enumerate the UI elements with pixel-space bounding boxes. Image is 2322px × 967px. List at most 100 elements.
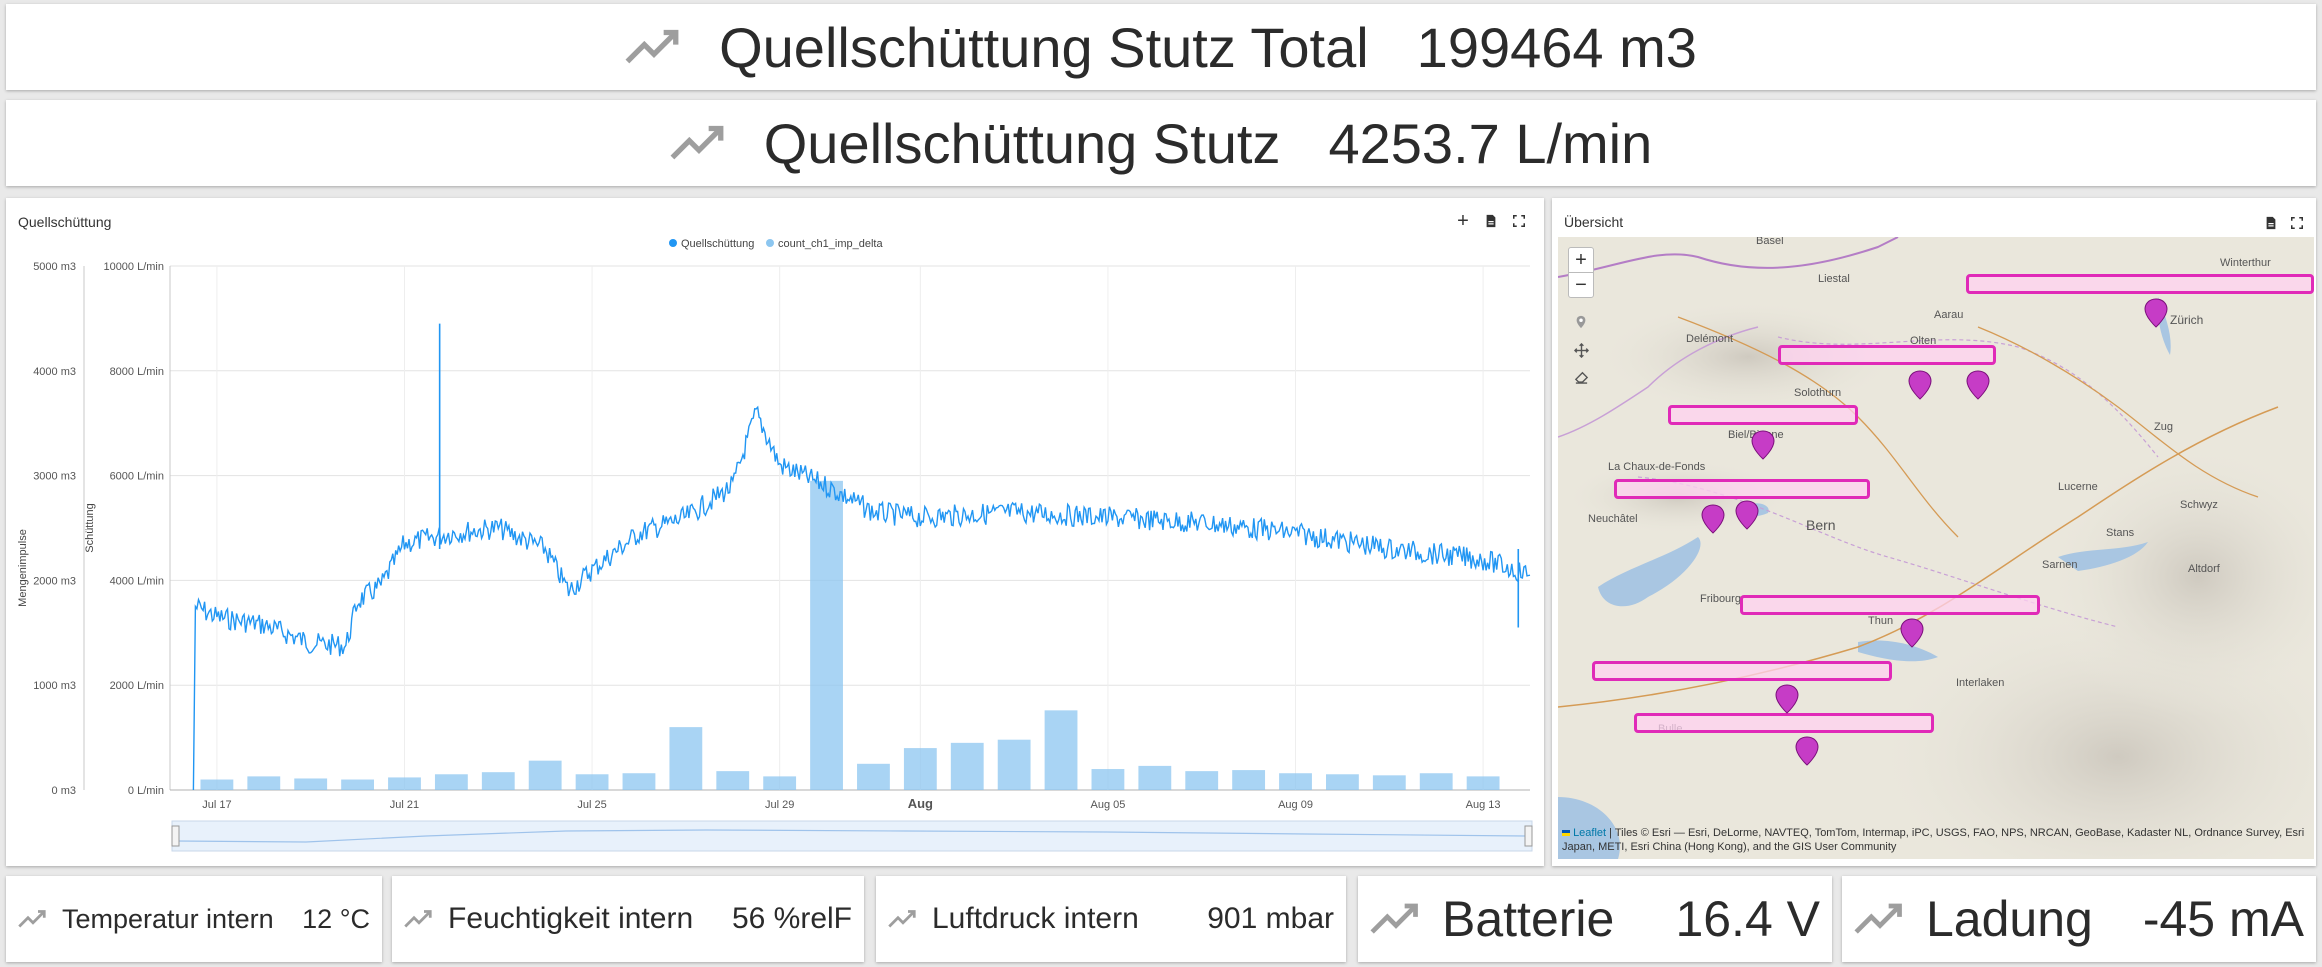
- city-label: Interlaken: [1956, 677, 2005, 689]
- legend-label-imp-delta[interactable]: count_ch1_imp_delta: [778, 238, 883, 250]
- export-icon[interactable]: [2262, 214, 2280, 232]
- x-tick-label: Jul 25: [577, 799, 606, 811]
- chart-panel-title: Quellschüttung: [18, 214, 112, 230]
- fullscreen-icon[interactable]: [2288, 214, 2306, 232]
- legend-marker-quellschuettung: [669, 239, 677, 247]
- y-tick-label-left: 1000 m3: [33, 680, 76, 692]
- city-label: Basel: [1756, 237, 1784, 247]
- stat-label: Batterie: [1442, 891, 1615, 947]
- city-label: Olten: [1910, 335, 1937, 347]
- flow-chart[interactable]: Quellschüttung count_ch1_imp_delta Menge…: [6, 198, 1544, 866]
- city-label: Sarnen: [2042, 559, 2078, 571]
- y-tick-label-right: 4000 L/min: [110, 575, 164, 587]
- bar-mark: [481, 772, 515, 790]
- navigator-handle-right[interactable]: [1524, 825, 1533, 847]
- bar-mark: [1091, 769, 1125, 790]
- bar-mark: [1326, 774, 1359, 790]
- bar-mark: [950, 742, 984, 790]
- station-label: [1592, 661, 1892, 681]
- x-tick-label: Jul 29: [765, 799, 794, 811]
- stat-card-total: Quellschüttung Stutz Total 199464 m3: [6, 4, 2316, 90]
- trending-up-icon: [625, 29, 679, 64]
- add-icon[interactable]: +: [1457, 209, 1469, 232]
- leaflet-link[interactable]: Leaflet: [1573, 827, 1607, 839]
- city-label: Fribourg: [1700, 593, 1741, 605]
- bar-mark: [247, 776, 281, 790]
- bar-mark: [1419, 773, 1453, 790]
- city-label: Liestal: [1818, 273, 1850, 285]
- bar-mark: [716, 771, 750, 790]
- chart-legend[interactable]: Quellschüttung count_ch1_imp_delta: [669, 238, 883, 250]
- x-tick-label: Aug 09: [1278, 799, 1313, 811]
- stat-value: 56 %relF: [731, 902, 852, 935]
- bar-mark: [434, 774, 468, 790]
- map-panel-title: Übersicht: [1564, 214, 1624, 230]
- eraser-icon[interactable]: [1568, 363, 1594, 389]
- right-axis-title: Schüttung: [84, 503, 96, 553]
- move-icon[interactable]: [1568, 337, 1594, 363]
- station-label: [1614, 479, 1870, 499]
- stat-label: Feuchtigkeit intern: [448, 902, 694, 935]
- stat-card-humidity: Feuchtigkeit intern 56 %relF: [392, 876, 864, 962]
- stat-label: Luftdruck intern: [932, 902, 1139, 935]
- y-tick-label-left: 4000 m3: [33, 366, 76, 378]
- city-label: La Chaux-de-Fonds: [1608, 461, 1706, 473]
- bar-mark: [1185, 771, 1219, 790]
- station-label: [1668, 405, 1858, 425]
- bar-mark: [669, 727, 703, 790]
- export-icon[interactable]: [1482, 212, 1500, 230]
- bar-mark: [622, 773, 656, 790]
- bar-mark: [575, 774, 609, 790]
- navigator-handle-left[interactable]: [171, 825, 180, 847]
- city-label: Thun: [1868, 615, 1894, 627]
- stat-label: Quellschüttung Stutz Total: [719, 15, 1369, 79]
- trending-up-icon: [18, 910, 46, 928]
- fullscreen-icon[interactable]: [1510, 212, 1528, 230]
- zoom-out-button[interactable]: −: [1568, 272, 1594, 298]
- stat-card-pressure: Luftdruck intern 901 mbar: [876, 876, 1346, 962]
- city-label: Zug: [2154, 421, 2173, 433]
- bar-mark: [528, 760, 562, 790]
- range-navigator[interactable]: [171, 820, 1533, 852]
- y-tick-label-left: 3000 m3: [33, 471, 76, 483]
- right-axis-ticks: 0 L/min 2000 L/min 4000 L/min 6000 L/min 800…: [103, 261, 164, 797]
- station-label: [1740, 595, 2040, 615]
- map-canvas[interactable]: Basel Liestal Aarau Zürich Winterthur De…: [1558, 237, 2314, 859]
- legend-label-quellschuettung[interactable]: Quellschüttung: [681, 238, 754, 250]
- trending-up-icon: [670, 125, 724, 160]
- bar-mark: [1232, 770, 1266, 790]
- city-label: Stans: [2106, 527, 2135, 539]
- bar-mark: [1372, 775, 1406, 790]
- city-label: Aarau: [1934, 309, 1964, 321]
- trending-up-icon: [1370, 903, 1418, 934]
- y-tick-label-right: 6000 L/min: [110, 471, 164, 483]
- location-pin-icon[interactable]: [1568, 309, 1594, 335]
- bar-mark: [1279, 773, 1312, 790]
- left-axis-title: Mengenimpulse: [17, 529, 29, 607]
- x-axis-ticks: Jul 17 Jul 21 Jul 25 Jul 29 Aug Aug 05 Aug 09 A…: [202, 796, 1500, 811]
- x-tick-label: Aug: [908, 796, 933, 811]
- zoom-in-button[interactable]: +: [1568, 247, 1594, 273]
- trending-up-icon: [888, 910, 916, 928]
- bar-mark: [341, 779, 374, 790]
- stat-card-charge: Ladung -45 mA: [1842, 876, 2316, 962]
- stat-card-temperature: Temperatur intern 12 °C: [6, 876, 382, 962]
- bar-mark: [1466, 776, 1500, 790]
- x-tick-label: Jul 21: [390, 799, 419, 811]
- bar-series: [200, 480, 1500, 790]
- y-tick-label-right: 8000 L/min: [110, 366, 164, 378]
- stat-value: 199464 m3: [1416, 15, 1697, 79]
- station-label: [1634, 713, 1934, 733]
- bar-mark: [903, 748, 937, 790]
- stat-value: 12 °C: [302, 903, 370, 934]
- trending-up-icon: [404, 910, 432, 928]
- bar-mark: [1138, 765, 1172, 790]
- station-label: [1778, 345, 1996, 365]
- stat-value: -45 mA: [2142, 891, 2304, 947]
- stat-value: 4253.7 L/min: [1328, 111, 1653, 175]
- stat-card-battery: Batterie 16.4 V: [1358, 876, 1832, 962]
- y-tick-label-right: 10000 L/min: [103, 261, 164, 273]
- line-series: [192, 323, 1531, 791]
- bar-mark: [857, 763, 890, 790]
- bar-mark: [200, 779, 234, 790]
